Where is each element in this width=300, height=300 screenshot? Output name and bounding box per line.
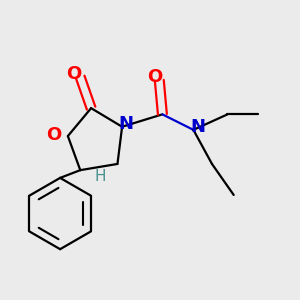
Text: H: H <box>95 169 106 184</box>
Text: N: N <box>118 115 133 133</box>
Text: N: N <box>190 118 206 136</box>
Text: O: O <box>46 125 62 143</box>
Text: O: O <box>66 65 82 83</box>
Text: O: O <box>147 68 162 86</box>
